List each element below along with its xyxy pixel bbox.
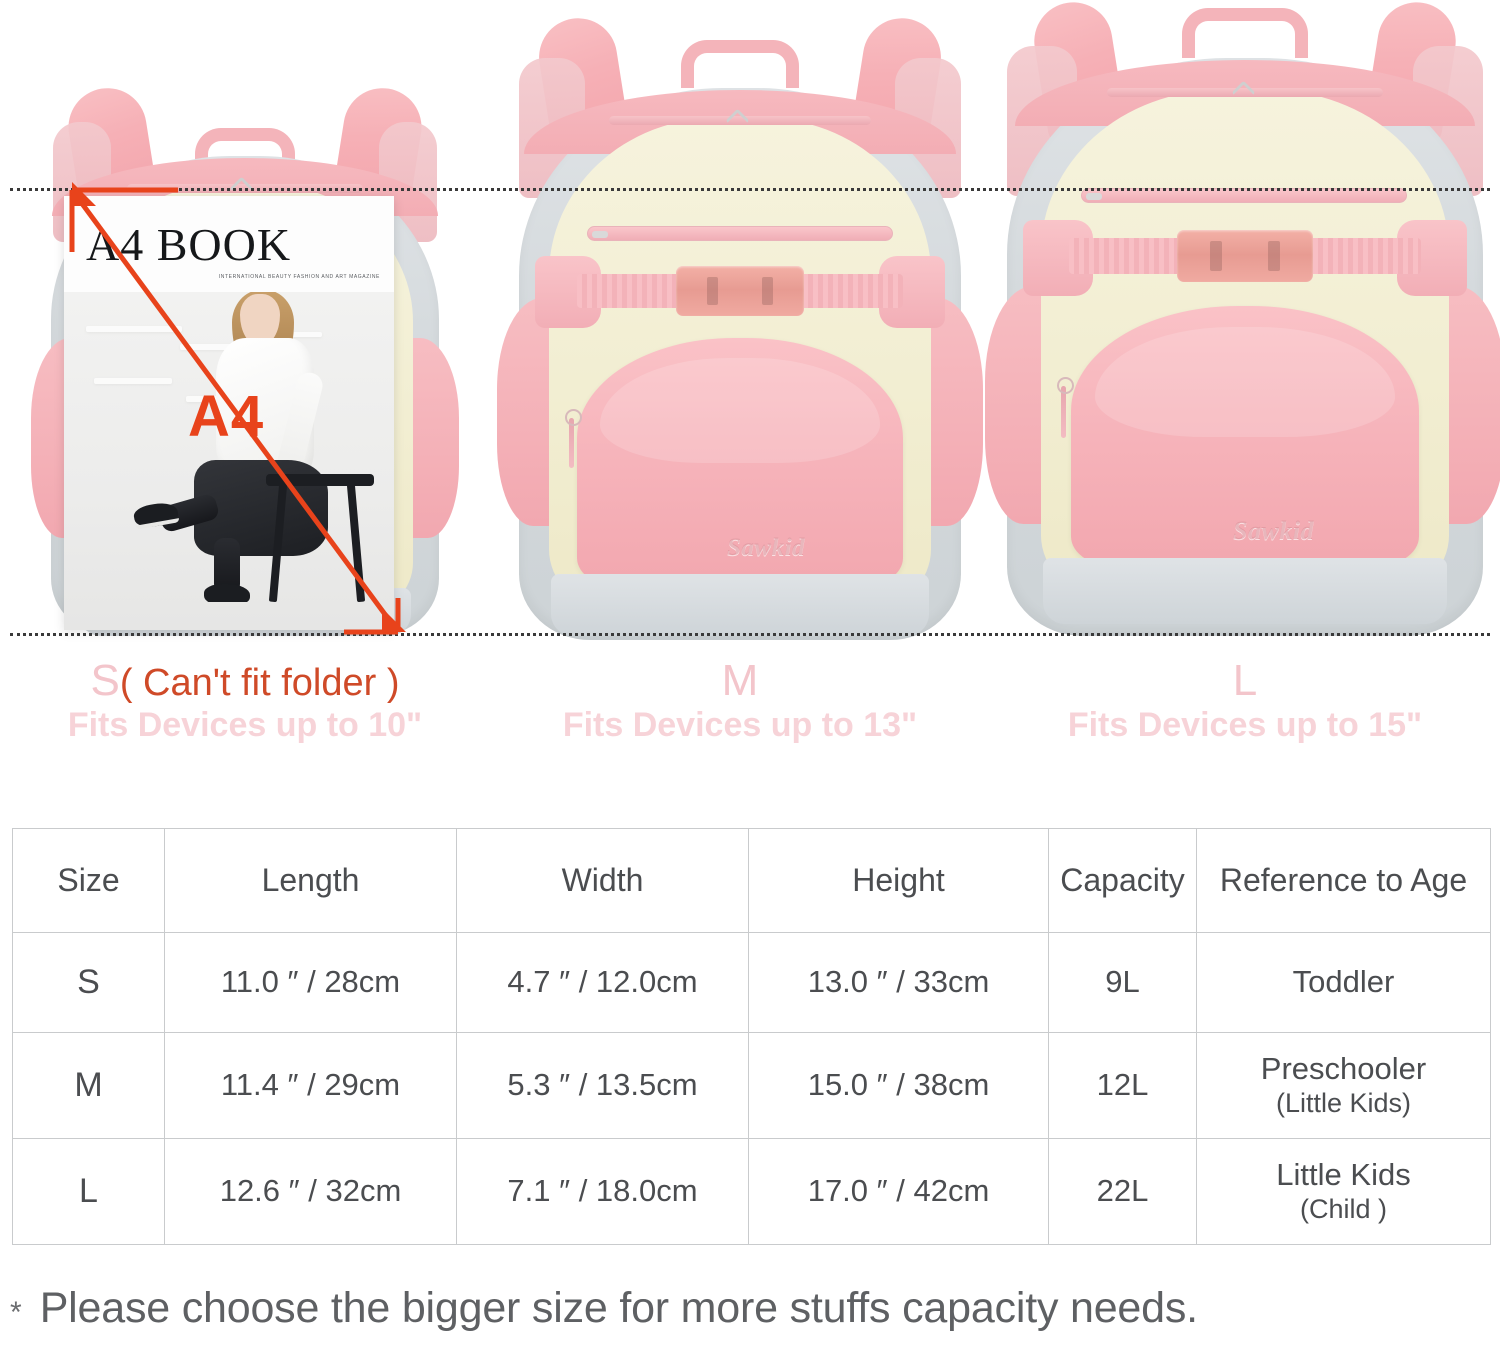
footer-text: Please choose the bigger size for more s… xyxy=(39,1284,1198,1332)
header-age: Reference to Age xyxy=(1196,828,1491,933)
header-height: Height xyxy=(748,828,1049,933)
cell-age: Toddler xyxy=(1196,932,1491,1033)
brand-logo: Sawkid xyxy=(1233,516,1315,545)
cell-length: 11.4 ″ / 29cm xyxy=(164,1032,457,1139)
front-zip-pocket xyxy=(1071,306,1419,568)
cell-age-main: Preschooler xyxy=(1260,1050,1427,1086)
size-letter-large: L xyxy=(1232,656,1258,705)
brand-logo: Sawkid xyxy=(727,534,806,561)
cell-size: S xyxy=(12,932,165,1033)
cell-length: 12.6 ″ / 32cm xyxy=(164,1138,457,1245)
size-fits-large: Fits Devices up to 15" xyxy=(1067,706,1423,745)
product-slot-large: Sawkid xyxy=(985,0,1500,660)
top-carry-handle xyxy=(681,40,799,88)
footer-asterisk: * xyxy=(10,1295,22,1329)
size-letter-medium: M xyxy=(721,656,759,705)
chest-buckle xyxy=(676,266,804,316)
table-row: S 11.0 ″ / 28cm 4.7 ″ / 12.0cm 13.0 ″ / … xyxy=(12,932,1491,1033)
table-row: L 12.6 ″ / 32cm 7.1 ″ / 18.0cm 17.0 ″ / … xyxy=(12,1138,1491,1245)
cell-age-sub: (Child ) xyxy=(1299,1194,1387,1225)
product-comparison-row: Sawkid A4 BOOK INTERNATIONAL BEAUTY FASH… xyxy=(0,0,1500,770)
header-capacity: Capacity xyxy=(1048,828,1197,933)
table-header-row: Size Length Width Height Capacity Refere… xyxy=(12,828,1491,933)
guide-line-bottom xyxy=(10,633,1490,636)
cell-size: M xyxy=(12,1032,165,1139)
size-fits-medium: Fits Devices up to 13" xyxy=(562,706,918,745)
size-fits-small: Fits Devices up to 10" xyxy=(67,706,423,745)
side-zipper-pull-icon xyxy=(1057,377,1074,438)
product-slot-small: Sawkid A4 BOOK INTERNATIONAL BEAUTY FASH… xyxy=(10,0,480,660)
size-note-small: ( Can't fit folder ) xyxy=(119,662,400,704)
photo-stool-leg xyxy=(346,483,366,603)
cell-capacity: 22L xyxy=(1048,1138,1197,1245)
cell-width: 5.3 ″ / 13.5cm xyxy=(456,1032,749,1139)
chest-strap-webbing-right xyxy=(1293,238,1421,274)
backpack-large: Sawkid xyxy=(985,0,1500,652)
cell-height: 15.0 ″ / 38cm xyxy=(748,1032,1049,1139)
caption-small: S( Can't fit folder ) Fits Devices up to… xyxy=(10,656,480,745)
book-subtitle: INTERNATIONAL BEAUTY FASHION AND ART MAG… xyxy=(218,274,380,280)
book-title: A4 BOOK xyxy=(86,219,292,270)
backpack-medium: Sawkid xyxy=(497,12,983,648)
main-compartment-zipper xyxy=(609,116,871,125)
cell-age-main: Little Kids xyxy=(1276,1156,1411,1192)
caption-large: L Fits Devices up to 15" xyxy=(1000,656,1490,745)
main-compartment-zipper xyxy=(1107,88,1383,97)
chest-strap-webbing-left xyxy=(1069,238,1197,274)
cell-length: 11.0 ″ / 28cm xyxy=(164,932,457,1033)
size-letter-small: S xyxy=(90,656,120,705)
guide-line-top xyxy=(10,188,1490,191)
cell-capacity: 9L xyxy=(1048,932,1197,1033)
photo-model-shoe xyxy=(204,584,250,606)
header-length: Length xyxy=(164,828,457,933)
cell-width: 7.1 ″ / 18.0cm xyxy=(456,1138,749,1245)
a4-annotation-label: A4 xyxy=(188,384,265,449)
cell-age: Preschooler (Little Kids) xyxy=(1196,1032,1491,1139)
cell-age-main: Toddler xyxy=(1292,964,1395,1000)
cell-size: L xyxy=(12,1138,165,1245)
top-carry-handle xyxy=(1182,8,1308,58)
cell-height: 17.0 ″ / 42cm xyxy=(748,1138,1049,1245)
front-zip-pocket xyxy=(577,338,903,588)
side-zipper-pull-icon xyxy=(565,409,582,468)
size-chart-table: Size Length Width Height Capacity Refere… xyxy=(12,828,1491,1245)
photo-shelf xyxy=(86,326,182,332)
cell-height: 13.0 ″ / 33cm xyxy=(748,932,1049,1033)
chest-buckle xyxy=(1177,230,1313,282)
header-size: Size xyxy=(12,828,165,933)
footer-note: * Please choose the bigger size for more… xyxy=(10,1284,1490,1333)
table-row: M 11.4 ″ / 29cm 5.3 ″ / 13.5cm 15.0 ″ / … xyxy=(12,1032,1491,1139)
cell-age-sub: (Little Kids) xyxy=(1275,1088,1412,1119)
front-horizontal-zipper xyxy=(587,226,893,241)
book-cover-photo xyxy=(64,292,394,630)
size-chart-table-wrapper: Size Length Width Height Capacity Refere… xyxy=(12,828,1491,1245)
product-slot-medium: Sawkid xyxy=(490,0,990,660)
bottom-panel xyxy=(1043,558,1447,624)
caption-medium: M Fits Devices up to 13" xyxy=(490,656,990,745)
bottom-panel xyxy=(551,574,929,636)
header-width: Width xyxy=(456,828,749,933)
cell-capacity: 12L xyxy=(1048,1032,1197,1139)
cell-width: 4.7 ″ / 12.0cm xyxy=(456,932,749,1033)
photo-shelf xyxy=(94,378,172,384)
cell-age: Little Kids (Child ) xyxy=(1196,1138,1491,1245)
